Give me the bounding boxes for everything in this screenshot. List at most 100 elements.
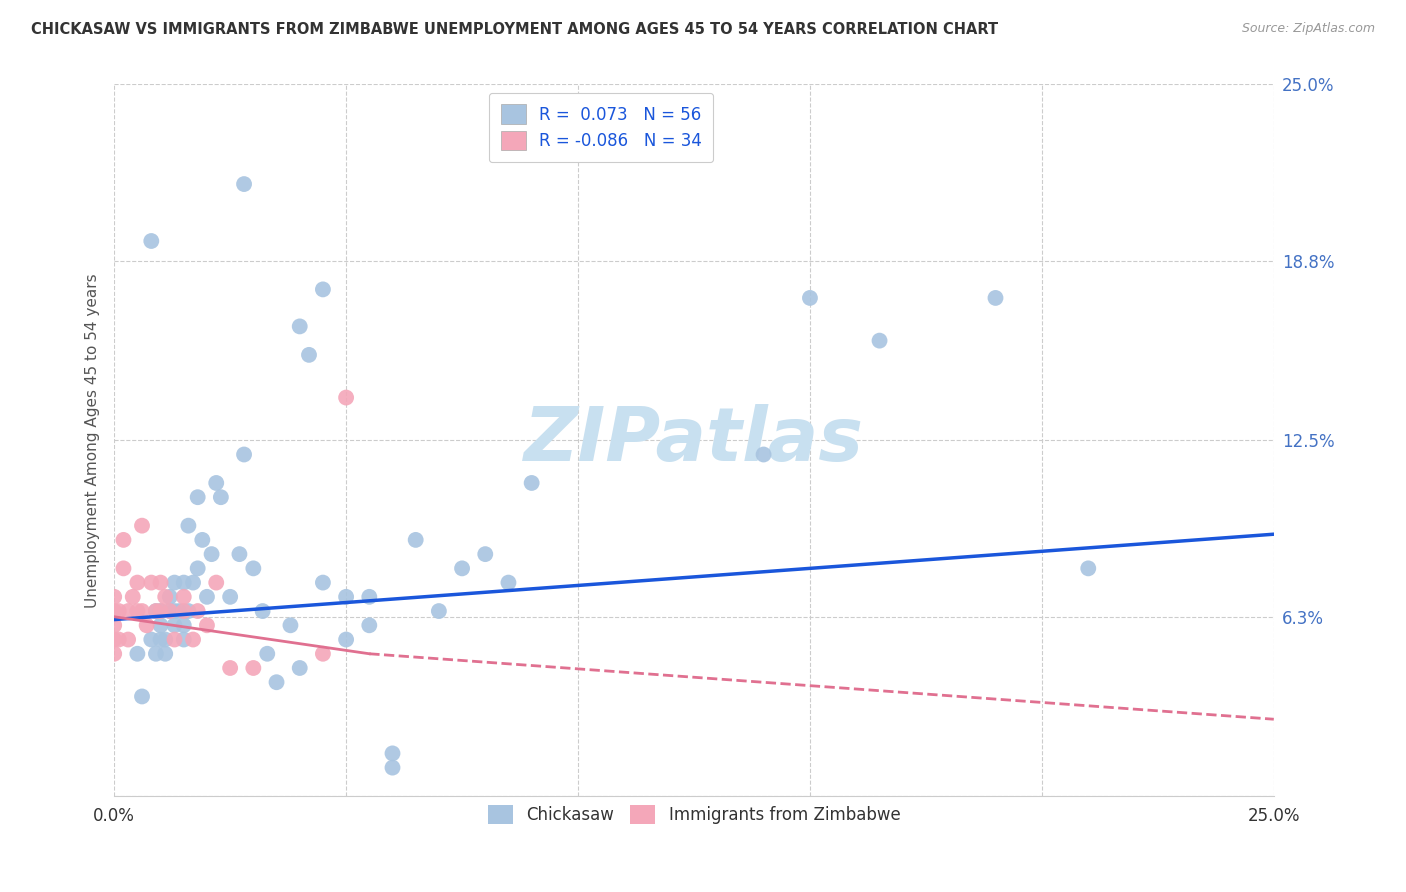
Point bbox=[127, 575, 149, 590]
Point bbox=[173, 632, 195, 647]
Point bbox=[219, 590, 242, 604]
Point bbox=[288, 661, 311, 675]
Point bbox=[173, 604, 195, 618]
Point bbox=[312, 647, 335, 661]
Point bbox=[181, 575, 204, 590]
Point bbox=[228, 547, 250, 561]
Point bbox=[187, 490, 209, 504]
Text: CHICKASAW VS IMMIGRANTS FROM ZIMBABWE UNEMPLOYMENT AMONG AGES 45 TO 54 YEARS COR: CHICKASAW VS IMMIGRANTS FROM ZIMBABWE UN… bbox=[31, 22, 998, 37]
Point bbox=[195, 618, 218, 632]
Point bbox=[149, 604, 172, 618]
Legend: Chickasaw, Immigrants from Zimbabwe: Chickasaw, Immigrants from Zimbabwe bbox=[478, 795, 911, 834]
Point bbox=[288, 319, 311, 334]
Point bbox=[381, 761, 404, 775]
Point bbox=[141, 632, 163, 647]
Point bbox=[155, 590, 177, 604]
Point bbox=[298, 348, 321, 362]
Point bbox=[149, 575, 172, 590]
Point bbox=[163, 618, 186, 632]
Point bbox=[149, 604, 172, 618]
Point bbox=[359, 590, 381, 604]
Point bbox=[163, 632, 186, 647]
Point bbox=[149, 618, 172, 632]
Point bbox=[405, 533, 427, 547]
Point bbox=[103, 647, 125, 661]
Point bbox=[103, 618, 125, 632]
Point bbox=[135, 618, 157, 632]
Point bbox=[191, 533, 214, 547]
Point bbox=[451, 561, 474, 575]
Point bbox=[173, 575, 195, 590]
Point bbox=[181, 632, 204, 647]
Point bbox=[103, 632, 125, 647]
Point bbox=[752, 448, 775, 462]
Point bbox=[209, 490, 232, 504]
Point bbox=[205, 575, 228, 590]
Point bbox=[141, 234, 163, 248]
Point bbox=[280, 618, 302, 632]
Point bbox=[335, 391, 357, 405]
Point bbox=[187, 561, 209, 575]
Point bbox=[117, 632, 139, 647]
Point bbox=[233, 448, 256, 462]
Point bbox=[141, 575, 163, 590]
Point bbox=[167, 604, 190, 618]
Point bbox=[242, 661, 264, 675]
Point bbox=[233, 177, 256, 191]
Point bbox=[219, 661, 242, 675]
Point bbox=[312, 282, 335, 296]
Point bbox=[195, 590, 218, 604]
Point bbox=[163, 575, 186, 590]
Point bbox=[266, 675, 288, 690]
Point bbox=[177, 604, 200, 618]
Text: ZIPatlas: ZIPatlas bbox=[524, 404, 865, 476]
Y-axis label: Unemployment Among Ages 45 to 54 years: Unemployment Among Ages 45 to 54 years bbox=[86, 273, 100, 607]
Point bbox=[127, 647, 149, 661]
Point bbox=[312, 575, 335, 590]
Point bbox=[1077, 561, 1099, 575]
Text: Source: ZipAtlas.com: Source: ZipAtlas.com bbox=[1241, 22, 1375, 36]
Point bbox=[155, 647, 177, 661]
Point bbox=[145, 604, 167, 618]
Point bbox=[799, 291, 821, 305]
Point bbox=[242, 561, 264, 575]
Point bbox=[155, 632, 177, 647]
Point bbox=[163, 604, 186, 618]
Point bbox=[121, 590, 143, 604]
Point bbox=[498, 575, 520, 590]
Point bbox=[112, 533, 135, 547]
Point bbox=[159, 590, 181, 604]
Point bbox=[869, 334, 891, 348]
Point bbox=[131, 690, 153, 704]
Point bbox=[252, 604, 274, 618]
Point bbox=[145, 604, 167, 618]
Point bbox=[173, 590, 195, 604]
Point bbox=[149, 632, 172, 647]
Point bbox=[335, 590, 357, 604]
Point bbox=[520, 475, 543, 490]
Point bbox=[131, 604, 153, 618]
Point bbox=[117, 604, 139, 618]
Point bbox=[381, 747, 404, 761]
Point bbox=[112, 561, 135, 575]
Point bbox=[108, 604, 131, 618]
Point bbox=[103, 604, 125, 618]
Point bbox=[474, 547, 496, 561]
Point bbox=[335, 632, 357, 647]
Point bbox=[108, 632, 131, 647]
Point bbox=[984, 291, 1007, 305]
Point bbox=[427, 604, 450, 618]
Point bbox=[145, 647, 167, 661]
Point bbox=[173, 618, 195, 632]
Point bbox=[200, 547, 222, 561]
Point bbox=[359, 618, 381, 632]
Point bbox=[205, 475, 228, 490]
Point bbox=[127, 604, 149, 618]
Point bbox=[159, 604, 181, 618]
Point bbox=[131, 518, 153, 533]
Point bbox=[159, 604, 181, 618]
Point bbox=[256, 647, 278, 661]
Point bbox=[103, 590, 125, 604]
Point bbox=[177, 518, 200, 533]
Point bbox=[187, 604, 209, 618]
